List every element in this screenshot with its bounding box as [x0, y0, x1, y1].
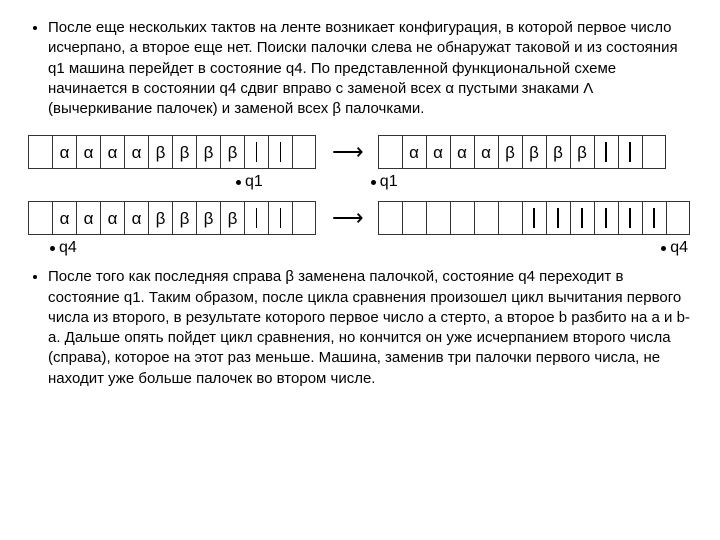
paragraph-2: После того как последняя справа β замене… — [48, 267, 692, 389]
arrow-icon: ⟶ — [332, 205, 362, 231]
state-label-q1-b: q1 — [371, 173, 398, 191]
tape-cell: β — [546, 135, 570, 169]
tape-cell — [594, 135, 618, 169]
tape-cell — [618, 135, 642, 169]
tape-cell: β — [172, 135, 196, 169]
tape-cell — [268, 135, 292, 169]
tape-cell: α — [426, 135, 450, 169]
tape-group-2: ααααββββ ⟶ q4 q4 — [28, 201, 692, 257]
tape-cell — [292, 201, 316, 235]
tape-cell: α — [450, 135, 474, 169]
tape-cell — [292, 135, 316, 169]
tape-cell — [244, 135, 268, 169]
tape-cell — [498, 201, 522, 235]
tape-cell: β — [196, 135, 220, 169]
tape-cell: α — [52, 201, 76, 235]
tape-cell: β — [148, 135, 172, 169]
tape-cell — [474, 201, 498, 235]
tape-cell — [378, 201, 402, 235]
tape-cell: α — [124, 135, 148, 169]
state-label-q4-b: q4 — [661, 239, 688, 257]
tape-cell — [402, 201, 426, 235]
tape-cell — [618, 201, 642, 235]
tape-cell: α — [52, 135, 76, 169]
tape-cell: β — [498, 135, 522, 169]
tape-cell — [642, 201, 666, 235]
tape-cell: β — [522, 135, 546, 169]
tape-cell — [594, 201, 618, 235]
tape-cell: α — [100, 135, 124, 169]
tape-cell: β — [570, 135, 594, 169]
tape-cell: α — [100, 201, 124, 235]
tape-1: ααααββββ — [28, 135, 316, 169]
tape-cell — [642, 135, 666, 169]
state-label-q4-a: q4 — [50, 239, 77, 257]
tape-cell: α — [402, 135, 426, 169]
tape-cell — [522, 201, 546, 235]
tape-cell: α — [76, 135, 100, 169]
tape-cell: β — [172, 201, 196, 235]
tape-cell: β — [220, 135, 244, 169]
tape-cell — [378, 135, 402, 169]
paragraph-1: После еще нескольких тактов на ленте воз… — [48, 18, 692, 119]
tape-cell — [28, 201, 52, 235]
arrow-icon: ⟶ — [332, 139, 362, 165]
tape-4 — [378, 201, 690, 235]
tape-cell — [570, 201, 594, 235]
tape-cell — [546, 201, 570, 235]
state-label-q1-a: q1 — [236, 173, 263, 191]
tape-cell — [666, 201, 690, 235]
tape-cell: β — [148, 201, 172, 235]
tape-cell — [28, 135, 52, 169]
tape-cell: β — [196, 201, 220, 235]
tape-cell: α — [474, 135, 498, 169]
tape-group-1: ααααββββ ⟶ ααααββββ q1 q1 — [28, 135, 692, 191]
tape-cell: α — [76, 201, 100, 235]
tape-2: ααααββββ — [378, 135, 666, 169]
tape-cell: β — [220, 201, 244, 235]
tape-cell — [450, 201, 474, 235]
tape-3: ααααββββ — [28, 201, 316, 235]
tape-cell: α — [124, 201, 148, 235]
tape-cell — [244, 201, 268, 235]
tape-cell — [268, 201, 292, 235]
tape-cell — [426, 201, 450, 235]
